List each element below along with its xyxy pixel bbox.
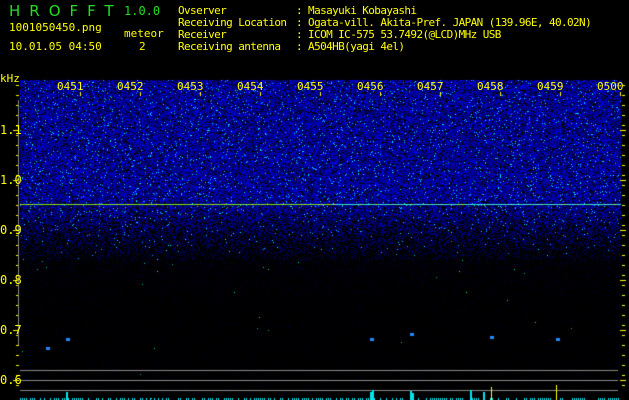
spectrogram <box>0 75 629 400</box>
y-axis-label: 0.6 <box>0 373 22 387</box>
time-label: 0455 <box>297 80 324 93</box>
y-axis-label: 1.0 <box>0 173 22 187</box>
time-label: 0457 <box>417 80 444 93</box>
time-label: 0459 <box>537 80 564 93</box>
app-title: HROFFT <box>9 2 123 20</box>
antenna-value: A504HB(yagi 4el) <box>308 41 404 53</box>
y-axis-label: 1.1 <box>0 123 22 137</box>
meteor-count: 2 <box>139 40 146 53</box>
station-info: Ovserver: Masayuki Kobayashi Receiving L… <box>178 5 591 53</box>
time-label: 0458 <box>477 80 504 93</box>
time-label: 0454 <box>237 80 264 93</box>
axis-unit: kHz <box>0 72 20 85</box>
time-label: 0452 <box>117 80 144 93</box>
y-axis-label: 0.9 <box>0 223 22 237</box>
time-label: 0453 <box>177 80 204 93</box>
app-version: 1.0.0 <box>124 4 160 18</box>
y-axis-label: 0.7 <box>0 323 22 337</box>
time-label: 0451 <box>57 80 84 93</box>
meteor-label: meteor <box>124 27 164 40</box>
time-label: 0500 <box>597 80 624 93</box>
time-label: 0456 <box>357 80 384 93</box>
antenna-label: Receiving antenna <box>178 41 296 53</box>
file-name: 1001050450.png <box>9 21 102 34</box>
y-axis-label: 0.8 <box>0 273 22 287</box>
file-datetime: 10.01.05 04:50 <box>9 40 102 53</box>
